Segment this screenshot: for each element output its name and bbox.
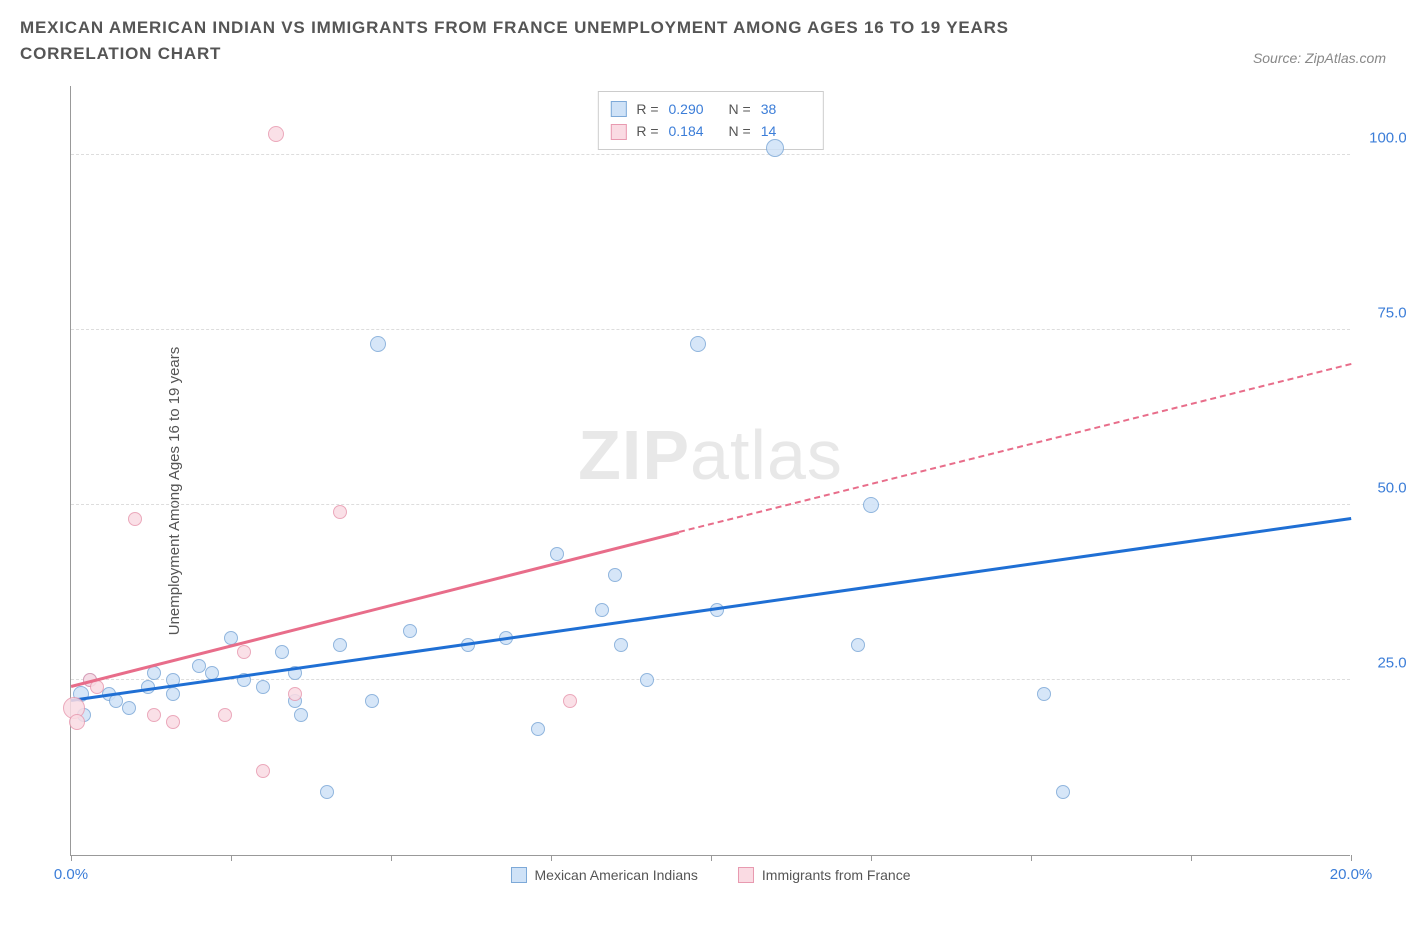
scatter-point (218, 708, 232, 722)
r-label: R = (636, 98, 658, 120)
scatter-point (275, 645, 289, 659)
scatter-point (147, 708, 161, 722)
scatter-point (237, 645, 251, 659)
scatter-point (128, 512, 142, 526)
scatter-point (531, 722, 545, 736)
x-tick (1031, 855, 1032, 861)
scatter-point (333, 505, 347, 519)
scatter-point (365, 694, 379, 708)
y-tick-label: 50.0% (1360, 480, 1406, 497)
gridline (71, 504, 1350, 505)
legend-stats: R = 0.290 N = 38 R = 0.184 N = 14 (597, 91, 823, 150)
legend-swatch (610, 101, 626, 117)
scatter-point (370, 336, 386, 352)
n-label: N = (729, 98, 751, 120)
scatter-point (608, 568, 622, 582)
r-value: 0.184 (669, 120, 719, 142)
x-tick-label: 20.0% (1330, 866, 1373, 883)
scatter-point (69, 714, 85, 730)
scatter-point (563, 694, 577, 708)
legend-series-label: Immigrants from France (762, 867, 911, 883)
legend-swatch (738, 867, 754, 883)
scatter-point (766, 139, 784, 157)
x-tick-label: 0.0% (54, 866, 88, 883)
source-attribution: Source: ZipAtlas.com (1253, 50, 1386, 66)
y-tick-label: 75.0% (1360, 305, 1406, 322)
scatter-point (268, 126, 284, 142)
trend-line (71, 517, 1351, 701)
legend-swatch (610, 124, 626, 140)
scatter-point (288, 687, 302, 701)
scatter-point (122, 701, 136, 715)
header-row: MEXICAN AMERICAN INDIAN VS IMMIGRANTS FR… (20, 15, 1386, 66)
scatter-point (640, 673, 654, 687)
gridline (71, 329, 1350, 330)
scatter-point (595, 603, 609, 617)
trend-line-extrapolated (679, 363, 1351, 533)
n-value: 38 (761, 98, 811, 120)
trend-line (71, 531, 680, 687)
x-tick (1191, 855, 1192, 861)
y-tick-label: 25.0% (1360, 655, 1406, 672)
legend-series: Mexican American Indians Immigrants from … (510, 867, 910, 883)
n-value: 14 (761, 120, 811, 142)
legend-stats-row: R = 0.184 N = 14 (610, 120, 810, 142)
scatter-point (320, 785, 334, 799)
y-tick-label: 100.0% (1360, 130, 1406, 147)
legend-swatch (510, 867, 526, 883)
scatter-point (614, 638, 628, 652)
scatter-point (147, 666, 161, 680)
legend-series-item: Mexican American Indians (510, 867, 697, 883)
scatter-point (1056, 785, 1070, 799)
scatter-point (256, 764, 270, 778)
scatter-plot: ZIPatlas R =0.290N =38R =0.184N =14 Mexi… (70, 86, 1350, 856)
chart-title: MEXICAN AMERICAN INDIAN VS IMMIGRANTS FR… (20, 15, 1120, 66)
scatter-point (851, 638, 865, 652)
n-label: N = (729, 120, 751, 142)
scatter-point (550, 547, 564, 561)
chart-area: Unemployment Among Ages 16 to 19 years Z… (20, 86, 1380, 896)
watermark: ZIPatlas (578, 415, 843, 495)
scatter-point (690, 336, 706, 352)
x-tick (391, 855, 392, 861)
scatter-point (333, 638, 347, 652)
legend-series-item: Immigrants from France (738, 867, 911, 883)
x-tick (711, 855, 712, 861)
watermark-zip: ZIP (578, 416, 690, 494)
watermark-atlas: atlas (690, 416, 843, 494)
x-tick (71, 855, 72, 861)
legend-series-label: Mexican American Indians (534, 867, 697, 883)
r-value: 0.290 (669, 98, 719, 120)
legend-stats-row: R = 0.290 N = 38 (610, 98, 810, 120)
scatter-point (166, 715, 180, 729)
gridline (71, 154, 1350, 155)
scatter-point (166, 687, 180, 701)
scatter-point (294, 708, 308, 722)
scatter-point (1037, 687, 1051, 701)
r-label: R = (636, 120, 658, 142)
scatter-point (403, 624, 417, 638)
x-tick (1351, 855, 1352, 861)
x-tick (551, 855, 552, 861)
x-tick (231, 855, 232, 861)
scatter-point (256, 680, 270, 694)
x-tick (871, 855, 872, 861)
scatter-point (863, 497, 879, 513)
